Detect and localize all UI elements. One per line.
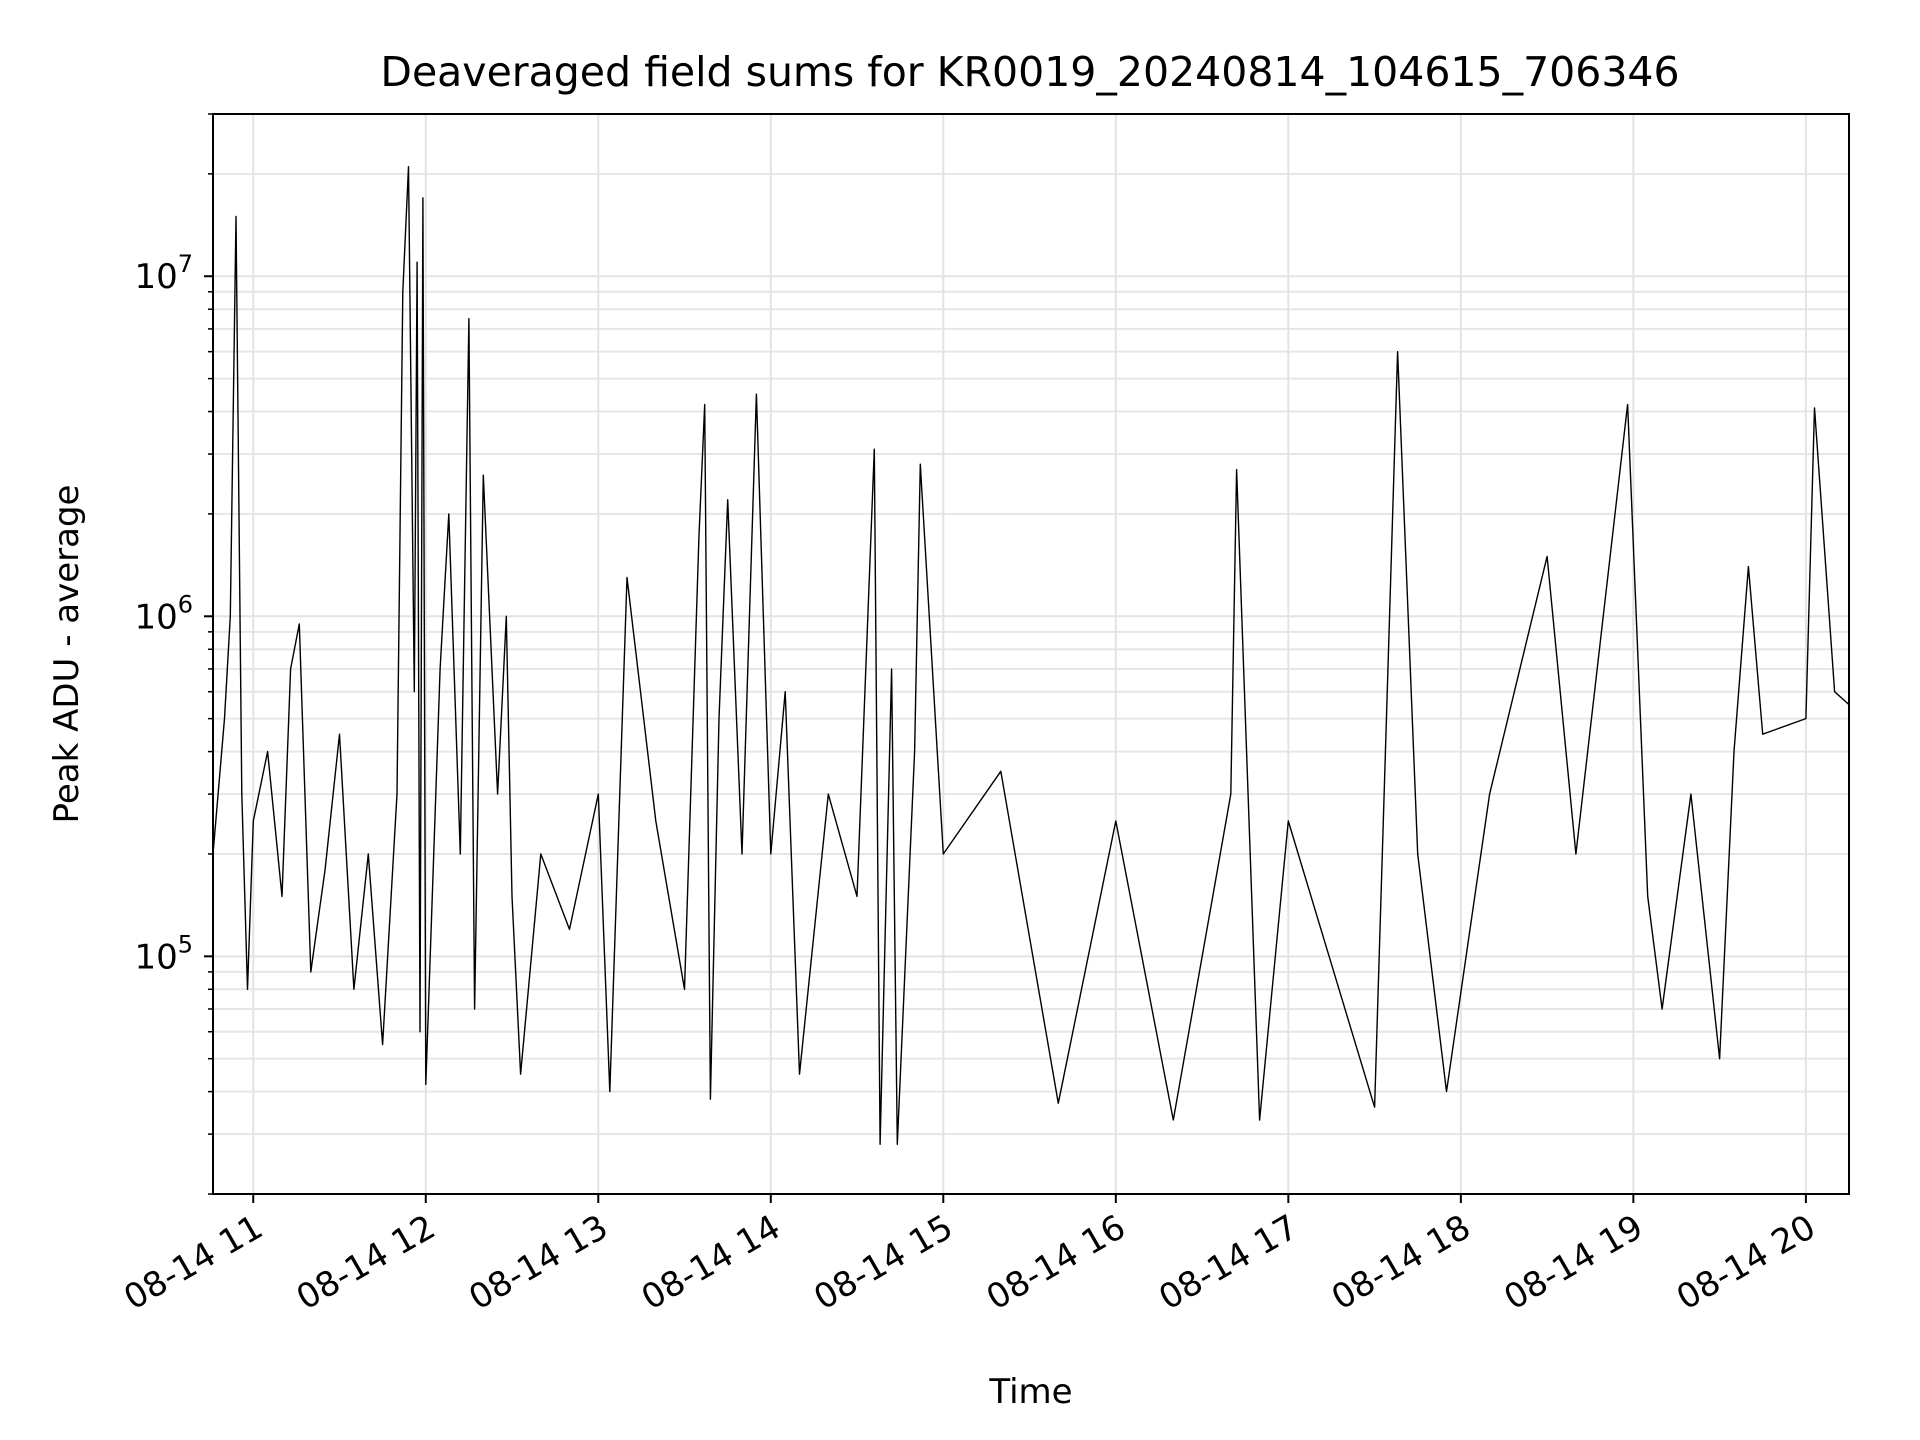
plot-frame xyxy=(212,113,1850,1195)
chart-title: Deaveraged field sums for KR0019_2024081… xyxy=(380,48,1679,96)
y-tick-label: 105 xyxy=(134,930,193,977)
series-group xyxy=(212,165,1850,1146)
grid-lines xyxy=(213,113,1849,1195)
x-axis-label: Time xyxy=(988,1372,1072,1412)
y-axis-label: Peak ADU - average xyxy=(47,485,87,824)
series-line xyxy=(212,165,1850,1146)
